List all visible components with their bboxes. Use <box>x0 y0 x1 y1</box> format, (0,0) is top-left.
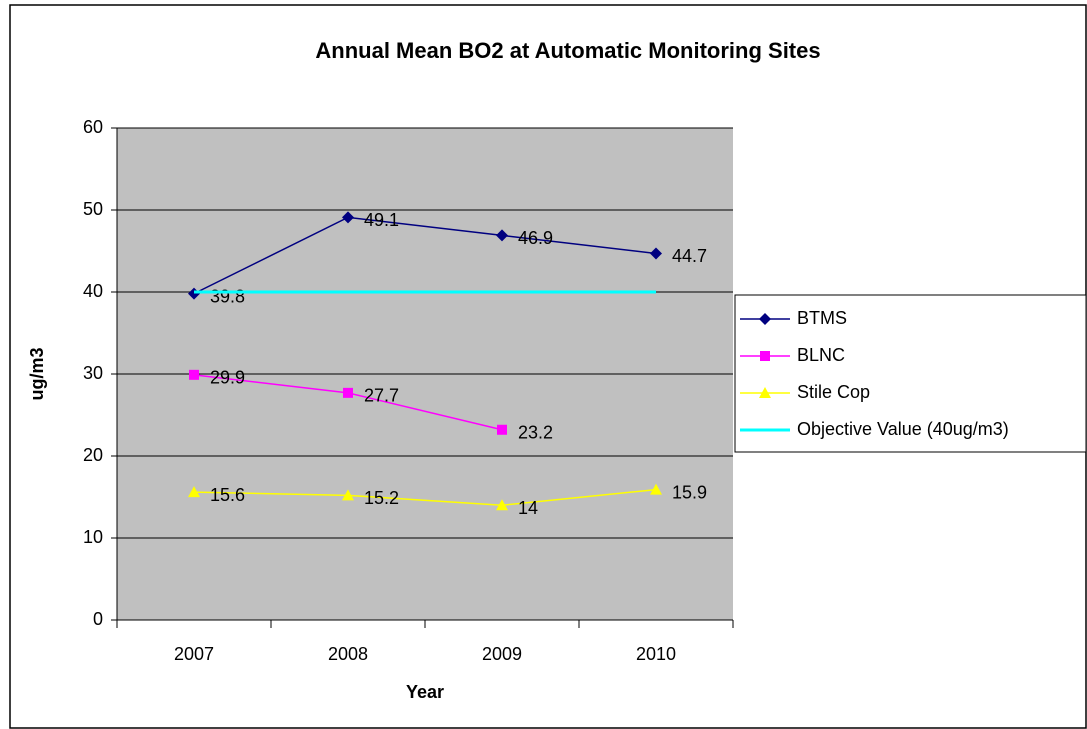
data-label: 23.2 <box>518 423 553 443</box>
marker <box>496 499 508 511</box>
legend-box <box>734 294 1087 453</box>
data-label: 29.9 <box>210 368 245 388</box>
legend-label: Objective Value (40ug/m3) <box>797 419 1009 439</box>
series-line <box>193 216 657 295</box>
chart-title: Annual Mean BO2 at Automatic Monitoring … <box>315 38 820 63</box>
data-label: 46.9 <box>518 228 553 248</box>
data-label: 49.1 <box>364 210 399 230</box>
marker <box>760 351 770 361</box>
marker <box>759 387 771 398</box>
marker <box>343 387 353 398</box>
y-tick-label: 60 <box>83 117 103 137</box>
data-label: 44.7 <box>672 246 707 266</box>
x-axis-title: Year <box>406 682 444 702</box>
data-label: 15.2 <box>364 488 399 508</box>
x-tick-label: 2007 <box>174 644 214 664</box>
marker <box>650 247 662 260</box>
marker <box>759 313 771 325</box>
x-tick-label: 2010 <box>636 644 676 664</box>
x-tick-label: 2008 <box>328 644 368 664</box>
legend-label: Stile Cop <box>797 382 870 402</box>
data-label: 39.8 <box>210 286 245 306</box>
marker <box>188 486 200 498</box>
data-label: 15.9 <box>672 482 707 502</box>
data-label: 14 <box>518 498 538 518</box>
marker <box>342 211 354 224</box>
x-tick-label: 2009 <box>482 644 522 664</box>
marker <box>189 369 199 380</box>
marker <box>342 489 354 501</box>
marker <box>650 483 662 495</box>
data-label: 15.6 <box>210 485 245 505</box>
y-tick-label: 10 <box>83 527 103 547</box>
y-tick-label: 20 <box>83 445 103 465</box>
series-line <box>193 488 657 506</box>
y-tick-label: 40 <box>83 281 103 301</box>
legend-label: BTMS <box>797 308 847 328</box>
legend-label: BLNC <box>797 345 845 365</box>
y-axis-title: ug/m3 <box>27 347 47 400</box>
y-tick-label: 0 <box>93 609 103 629</box>
data-label: 27.7 <box>364 386 399 406</box>
marker <box>497 424 507 435</box>
y-tick-label: 50 <box>83 199 103 219</box>
y-tick-label: 30 <box>83 363 103 383</box>
marker <box>496 229 508 242</box>
